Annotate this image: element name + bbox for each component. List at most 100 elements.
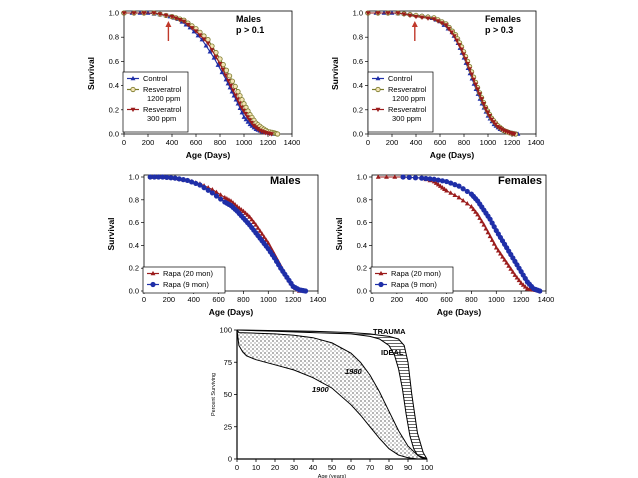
data-point <box>485 229 491 235</box>
y-axis-label: Survival <box>330 57 340 90</box>
x-tick-label: 200 <box>163 295 176 304</box>
data-point <box>512 272 518 277</box>
data-point <box>180 177 186 183</box>
data-point <box>487 114 492 119</box>
data-point <box>479 218 485 224</box>
x-axis-label: Age (Days) <box>209 307 254 317</box>
data-point <box>452 192 458 198</box>
data-point <box>141 11 147 16</box>
data-point <box>514 275 520 280</box>
data-point <box>454 38 460 44</box>
data-point <box>425 16 431 21</box>
y-axis-label: Survival <box>106 217 116 250</box>
data-point <box>237 101 242 106</box>
data-point <box>463 57 468 62</box>
y-tick-label: 0.4 <box>357 241 367 250</box>
data-point <box>228 198 234 203</box>
data-point <box>522 284 528 289</box>
data-point <box>407 13 413 19</box>
data-point <box>205 41 211 46</box>
y-tick-label: 0.2 <box>129 264 139 273</box>
data-point <box>467 67 472 72</box>
x-tick-label: 1400 <box>528 138 545 147</box>
y-tick-label: 0 <box>228 455 232 464</box>
x-tick-label: 1000 <box>480 138 497 147</box>
legend-box <box>367 71 434 133</box>
data-point <box>491 224 497 230</box>
legend-label: Resveratrol <box>143 105 182 114</box>
data-point <box>400 174 406 180</box>
x-tick-label: 1400 <box>284 138 301 147</box>
curve-line <box>236 329 428 460</box>
data-point <box>253 222 259 227</box>
data-point <box>197 33 203 38</box>
legend-label-sub: 1200 ppm <box>392 94 425 103</box>
data-point <box>401 12 407 17</box>
y-tick-label: 0.6 <box>129 218 139 227</box>
data-point <box>232 83 238 90</box>
data-point <box>189 26 195 31</box>
legend-label: Rapa (20 mon) <box>163 269 214 278</box>
data-point <box>229 78 235 84</box>
data-point <box>214 189 219 194</box>
data-point <box>435 19 441 24</box>
data-point <box>197 182 203 188</box>
data-point <box>261 234 267 239</box>
data-point <box>487 233 493 239</box>
data-point <box>245 212 250 217</box>
data-point <box>456 194 462 200</box>
data-point <box>479 97 484 102</box>
data-point <box>502 257 507 262</box>
data-point <box>506 263 512 268</box>
data-point <box>448 190 454 195</box>
curve-line <box>236 329 427 460</box>
data-point <box>163 13 169 19</box>
legend-marker <box>130 75 136 81</box>
data-point <box>227 85 233 90</box>
x-tick-label: 10 <box>252 463 260 472</box>
x-tick-label: 600 <box>440 295 453 304</box>
data-point <box>189 179 195 185</box>
x-tick-label: 800 <box>214 138 227 147</box>
y-tick-label: 0.4 <box>353 81 363 90</box>
data-point <box>485 110 490 115</box>
y-tick-label: 1.0 <box>353 9 363 18</box>
data-point <box>443 23 449 28</box>
legend-marker <box>375 75 381 81</box>
data-point <box>155 174 162 180</box>
data-point <box>464 201 470 206</box>
x-tick-label: 800 <box>465 295 478 304</box>
chart-title: Females <box>498 175 542 187</box>
x-tick-label: 1200 <box>513 295 530 304</box>
chart-middle-right: 0 200 400 600 800 1000 1200 1400 0.0 0.2 0.4 0.6 0.8… <box>334 173 554 318</box>
data-point <box>489 117 494 123</box>
data-point <box>205 187 211 193</box>
x-tick-label: 90 <box>404 463 412 472</box>
data-point <box>223 67 229 73</box>
y-tick-label: 0.6 <box>109 57 119 66</box>
data-point <box>255 225 261 230</box>
data-point <box>235 89 241 95</box>
data-point <box>243 210 248 215</box>
data-point <box>209 190 215 196</box>
data-point <box>131 11 137 16</box>
y-tick-label: 0.8 <box>357 195 367 204</box>
data-point <box>251 219 257 225</box>
data-point <box>220 67 226 73</box>
data-point <box>465 62 470 67</box>
data-point <box>483 106 488 112</box>
y-tick-label: 0.6 <box>353 57 363 66</box>
x-tick-label: 20 <box>271 463 279 472</box>
y-tick-label: 0.0 <box>109 130 119 139</box>
data-point <box>464 188 470 195</box>
y-tick-label: 1.0 <box>357 173 367 182</box>
y-tick-label: 0.6 <box>357 218 367 227</box>
data-point <box>537 288 543 294</box>
x-axis-label: Age (Days) <box>437 307 482 317</box>
chart-top-right: 0 200 400 600 800 1000 1200 1400 0.0 0.2 0.4 0.6 0.8… <box>330 9 544 161</box>
x-tick-label: 1000 <box>260 295 277 304</box>
data-point <box>185 22 191 28</box>
data-point <box>497 126 502 131</box>
data-point <box>172 175 178 181</box>
x-tick-label: 600 <box>212 295 225 304</box>
